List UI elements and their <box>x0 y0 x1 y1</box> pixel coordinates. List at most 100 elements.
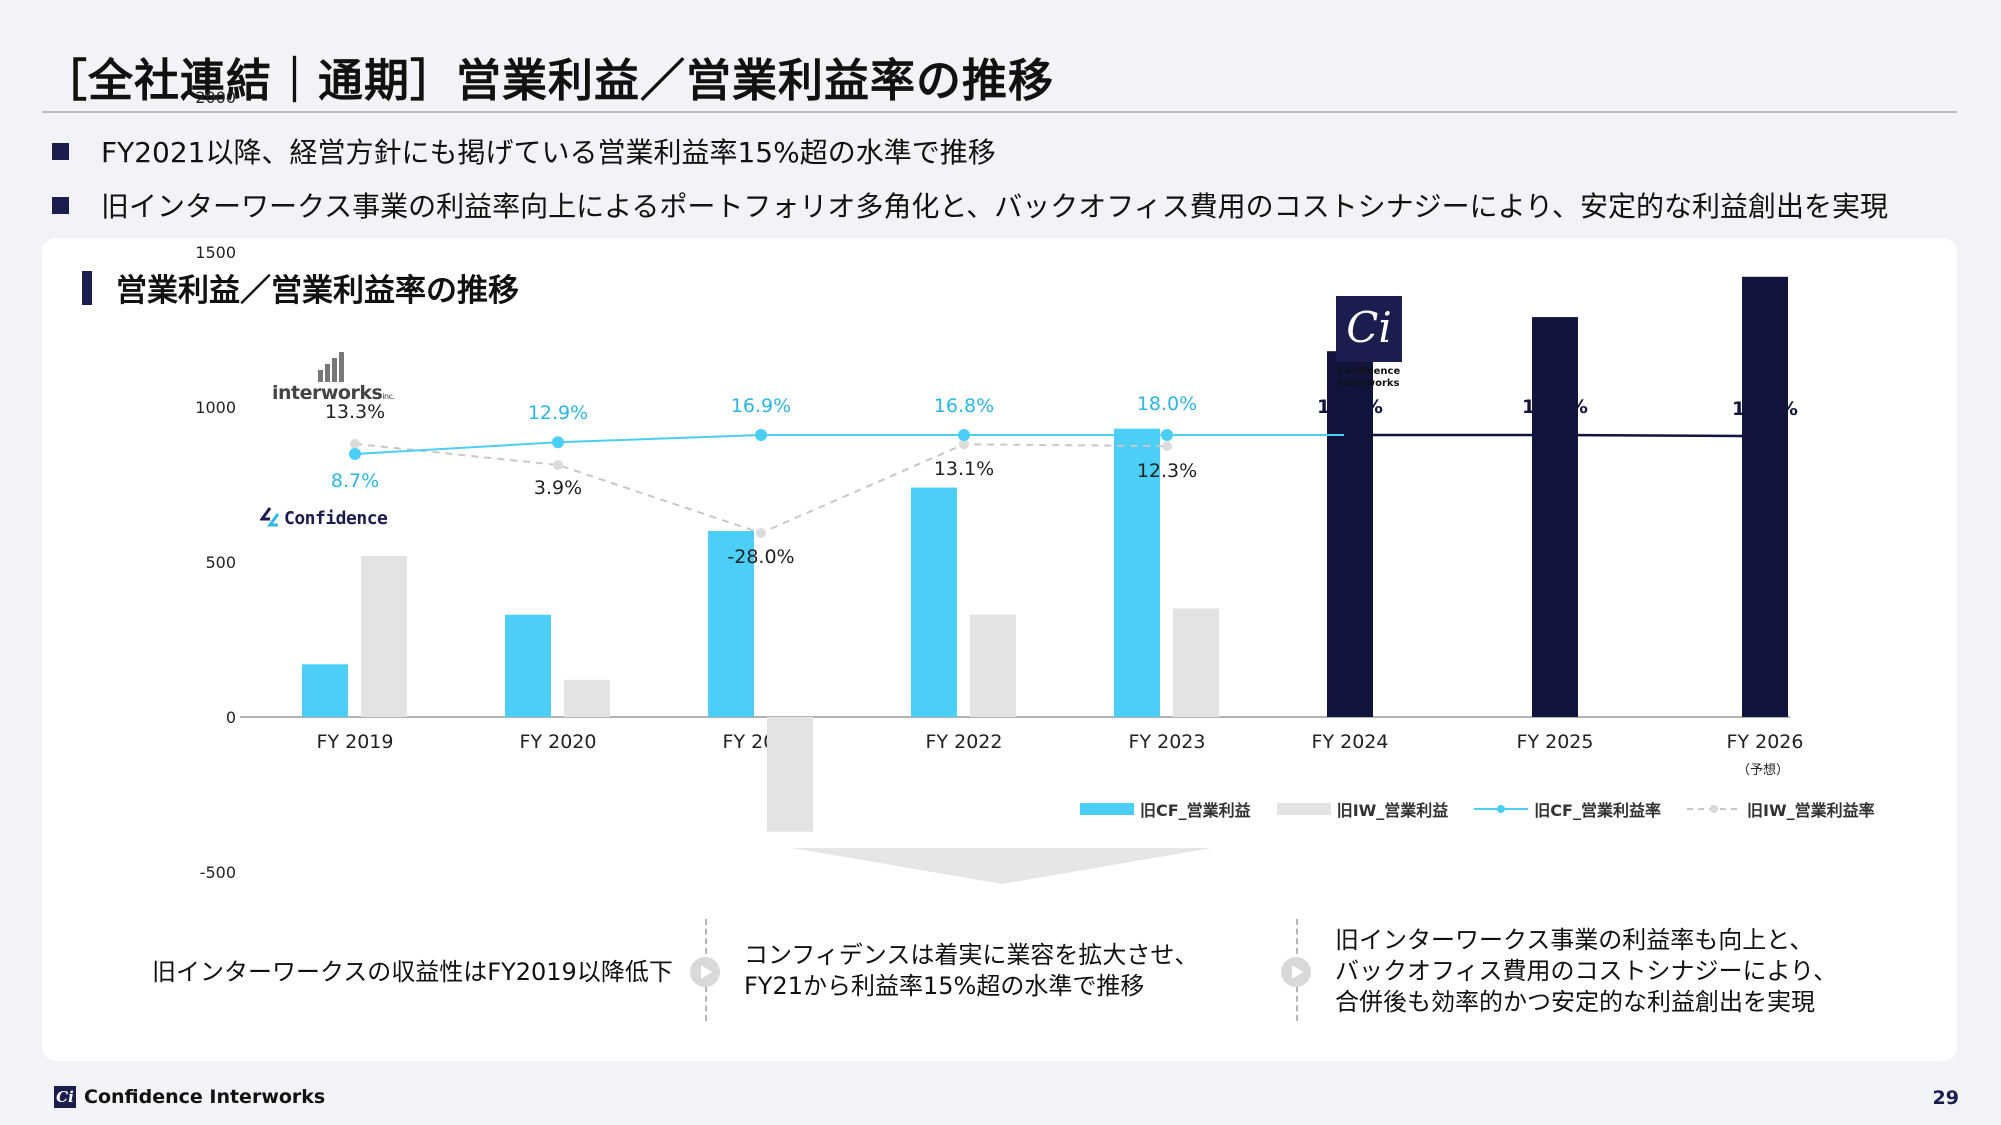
bullet-1-text: FY2021以降、経営方針にも掲げている営業利益率15%超の水準で推移 <box>101 136 996 169</box>
label-iw-operating-margin: -28.0% <box>727 546 794 568</box>
point-cf-operating-margin <box>552 436 564 449</box>
y-tick-label: 0 <box>226 708 236 727</box>
point-combined-operating-margin <box>1549 429 1561 441</box>
point-cf-operating-margin <box>958 429 970 441</box>
legend-label: 旧CF_営業利益率 <box>1534 801 1661 820</box>
x-tick-label: FY 2026 <box>1727 731 1804 753</box>
confidence-interworks-logo: Ci Confidence Interworks <box>1336 296 1402 390</box>
legend-swatch <box>1276 803 1331 815</box>
bar-iw-operating-profit <box>767 717 813 832</box>
legend-line-swatch <box>1474 805 1529 813</box>
summary-right: 旧インターワークス事業の利益率も向上と、 バックオフィス費用のコストシナジーによ… <box>1335 925 1837 1018</box>
chart-lines-layer <box>349 429 1771 538</box>
point-cf-operating-margin <box>755 429 767 441</box>
label-iw-operating-margin: 3.9% <box>534 477 582 499</box>
label-cf-operating-margin: 8.7% <box>331 470 379 492</box>
chevron-right-icon <box>1281 957 1311 987</box>
label-combined-operating-margin: 15.5% <box>1522 396 1588 418</box>
bar-cf-operating-profit <box>708 531 754 717</box>
legend-item-iw-profit: 旧IW_営業利益 <box>1276 797 1449 821</box>
page-number: 29 <box>1932 1087 1959 1109</box>
legend-swatch <box>1080 803 1134 815</box>
point-iw-operating-margin <box>959 439 969 450</box>
summary-middle-line-2: FY21から利益率15%超の水準で推移 <box>744 972 1145 1000</box>
chart-labels-layer: 8.7% 12.9% 16.9% 16.8% 18.0% 13.3% 3.9% -28.0% 1… <box>325 393 1798 568</box>
x-tick-label: FY 2024 <box>1312 731 1389 753</box>
y-tick-label: 500 <box>205 553 236 572</box>
chart-bars-layer <box>302 276 1788 832</box>
summary-right-line-1: 旧インターワークス事業の利益率も向上と、 <box>1335 926 1814 954</box>
chart-axis-layer: 2000 1500 1000 500 0 -500 FY 2019 FY 2020 FY 202… <box>195 88 1803 882</box>
x-tick-sublabel: （予想） <box>1737 762 1789 778</box>
chart-legend: 旧CF_営業利益 旧IW_営業利益 旧CF_営業利益率 旧IW_営業利益率 <box>1080 797 1901 821</box>
down-arrow-icon <box>792 848 1212 884</box>
legend-item-cf-rate: 旧CF_営業利益率 <box>1474 797 1661 821</box>
page-title: ［全社連結｜通期］営業利益／営業利益率の推移 <box>42 54 1055 107</box>
interworks-logo-text: interworks <box>272 382 383 404</box>
y-tick-label: 1000 <box>195 398 236 417</box>
interworks-logo: interworksinc. <box>272 352 395 404</box>
legend-label: 旧IW_営業利益率 <box>1746 801 1875 820</box>
summary-right-line-3: 合併後も効率的かつ安定的な利益創出を実現 <box>1335 988 1815 1016</box>
bar-iw-operating-profit <box>564 679 610 717</box>
footer-brand-text: Confidence Interworks <box>84 1086 326 1108</box>
label-iw-operating-margin: 13.3% <box>325 401 385 423</box>
ci-caption-1: Confidence <box>1337 366 1401 377</box>
ci-caption-2: Interworks <box>1338 378 1400 389</box>
x-tick-label: FY 2023 <box>1129 731 1206 753</box>
ci-mark-icon: Ci <box>54 1086 76 1108</box>
bar-cf-operating-profit <box>302 664 348 717</box>
ci-mark-icon: Ci <box>1336 296 1402 362</box>
chevron-right-icon <box>690 957 720 987</box>
heading-accent-bar <box>82 270 92 305</box>
legend-label: 旧IW_営業利益 <box>1336 801 1449 820</box>
x-tick-label: FY 2019 <box>317 731 394 753</box>
x-tick-label: FY 2025 <box>1517 731 1594 753</box>
label-iw-operating-margin: 12.3% <box>1137 460 1197 482</box>
bullet-2-text: 旧インターワークス事業の利益率向上によるポートフォリオ多角化と、バックオフィス費… <box>101 190 1888 223</box>
y-tick-label: 2000 <box>195 88 236 107</box>
bar-iw-operating-profit <box>361 555 407 717</box>
confidence-logo-text: Confidence <box>284 507 388 529</box>
line-iw-operating-margin <box>354 442 1168 535</box>
y-tick-label: -500 <box>200 863 236 882</box>
interworks-logo-suffix: inc. <box>382 392 395 401</box>
bar-combined-operating-profit <box>1532 317 1578 717</box>
label-cf-operating-margin: 18.0% <box>1137 393 1197 415</box>
point-iw-operating-margin <box>756 528 766 538</box>
point-cf-operating-margin <box>1161 429 1173 441</box>
legend-dashed-swatch <box>1686 805 1741 813</box>
legend-label: 旧CF_営業利益 <box>1140 801 1251 820</box>
label-cf-operating-margin: 16.8% <box>934 395 994 417</box>
summary-middle-line-1: コンフィデンスは着実に業容を拡大させ、 <box>744 941 1199 969</box>
summary-right-line-2: バックオフィス費用のコストシナジーにより、 <box>1335 957 1838 985</box>
bullet-2: 旧インターワークス事業の利益率向上によるポートフォリオ多角化と、バックオフィス費… <box>52 185 1888 225</box>
summary-middle: コンフィデンスは着実に業容を拡大させ、 FY21から利益率15%超の水準で推移 <box>744 940 1198 1002</box>
point-iw-operating-margin <box>553 460 563 470</box>
label-combined-operating-margin: 16.0% <box>1317 396 1383 418</box>
bar-combined-operating-profit <box>1742 276 1788 717</box>
title-divider <box>42 111 1957 113</box>
bar-iw-operating-profit <box>1173 608 1219 717</box>
bar-combined-operating-profit <box>1327 351 1373 717</box>
bullet-square-icon <box>52 196 69 214</box>
point-cf-operating-margin <box>349 448 361 460</box>
label-combined-operating-margin: 15.1% <box>1732 398 1798 420</box>
point-combined-operating-margin <box>1759 430 1771 443</box>
chart-heading-text: 営業利益／営業利益率の推移 <box>116 273 519 309</box>
label-iw-operating-margin: 13.1% <box>934 458 994 480</box>
bullet-square-icon <box>52 142 69 160</box>
legend-item-iw-rate: 旧IW_営業利益率 <box>1686 797 1875 821</box>
x-tick-label: FY 2020 <box>520 731 597 753</box>
bar-iw-operating-profit <box>970 614 1016 717</box>
point-combined-operating-margin <box>1344 429 1356 441</box>
point-iw-operating-margin <box>350 438 360 449</box>
x-tick-label: FY 2022 <box>926 731 1003 753</box>
footer-logo: Ci Confidence Interworks <box>54 1086 325 1108</box>
confidence-mark-icon <box>260 507 280 527</box>
y-tick-label: 1500 <box>195 243 236 262</box>
bar-cf-operating-profit <box>1114 428 1160 717</box>
bar-cf-operating-profit <box>505 614 551 717</box>
bar-cf-operating-profit <box>911 487 957 717</box>
